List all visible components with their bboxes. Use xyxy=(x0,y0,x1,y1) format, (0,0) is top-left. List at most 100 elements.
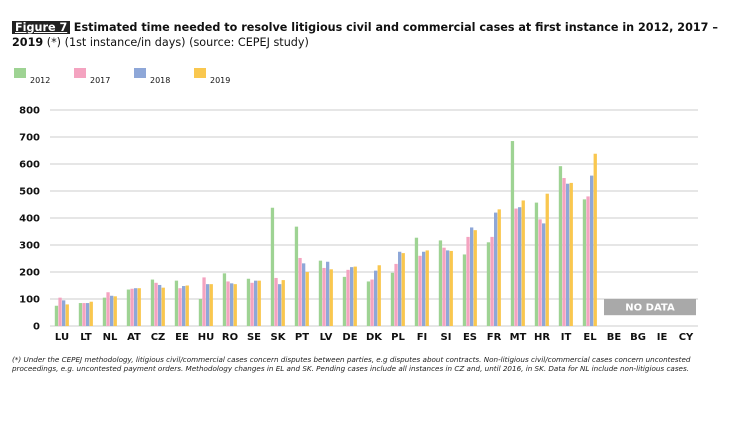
bar-IT-2018 xyxy=(566,183,570,326)
bar-LV-2012 xyxy=(318,260,323,326)
bar-LT-2018 xyxy=(86,303,90,326)
bar-CZ-2017 xyxy=(154,282,158,326)
x-tick-label-CY: CY xyxy=(679,332,694,343)
x-tick-label-IE: IE xyxy=(657,332,668,343)
bar-PT-2018 xyxy=(302,263,306,326)
bar-EL-2019 xyxy=(593,153,597,326)
bar-LV-2019 xyxy=(329,269,333,326)
legend-label-2019: 2019 xyxy=(210,76,231,85)
bar-HR-2019 xyxy=(545,193,549,326)
bar-LU-2012 xyxy=(54,305,59,326)
y-tick-label-100: 100 xyxy=(19,295,40,306)
x-tick-label-DE: DE xyxy=(342,332,357,343)
x-tick-label-CZ: CZ xyxy=(151,332,166,343)
bar-SE-2017 xyxy=(250,282,254,326)
bar-ES-2017 xyxy=(466,236,470,326)
x-tick-label-LU: LU xyxy=(55,332,69,343)
bar-ES-2018 xyxy=(470,227,474,326)
x-tick-label-AT: AT xyxy=(127,332,141,343)
bar-EL-2018 xyxy=(590,175,594,326)
x-tick-label-SK: SK xyxy=(271,332,287,343)
bar-AT-2012 xyxy=(126,289,131,326)
bar-FR-2018 xyxy=(494,212,498,326)
x-tick-label-EE: EE xyxy=(175,332,189,343)
bar-RO-2018 xyxy=(230,283,234,326)
bar-SI-2018 xyxy=(446,250,450,326)
bar-SI-2017 xyxy=(442,247,446,326)
bar-SK-2017 xyxy=(274,277,278,326)
x-tick-label-ES: ES xyxy=(463,332,477,343)
bar-EE-2017 xyxy=(178,288,182,326)
bar-HR-2017 xyxy=(538,219,542,326)
x-tick-label-FR: FR xyxy=(487,332,502,343)
title-year: 2019 xyxy=(12,36,44,49)
bar-EL-2012 xyxy=(582,199,587,326)
legend-label-2018: 2018 xyxy=(150,76,171,85)
bar-NL-2019 xyxy=(113,296,117,326)
bar-FR-2019 xyxy=(497,209,501,326)
x-tick-label-SE: SE xyxy=(247,332,261,343)
bar-LV-2017 xyxy=(322,267,326,326)
bar-HU-2019 xyxy=(209,284,213,326)
bar-EE-2018 xyxy=(182,286,186,326)
bar-SI-2012 xyxy=(438,240,443,326)
bar-MT-2012 xyxy=(510,141,515,326)
y-tick-label-500: 500 xyxy=(19,187,40,198)
bar-IT-2012 xyxy=(558,166,563,326)
x-tick-label-EL: EL xyxy=(583,332,597,343)
bar-DK-2018 xyxy=(374,270,378,326)
x-tick-label-PT: PT xyxy=(295,332,309,343)
x-tick-label-FI: FI xyxy=(417,332,428,343)
bar-MT-2019 xyxy=(521,200,525,326)
bar-SI-2019 xyxy=(449,250,453,326)
bar-FR-2017 xyxy=(490,236,494,326)
bar-FI-2012 xyxy=(414,237,419,326)
bar-IT-2017 xyxy=(562,178,566,326)
bar-HR-2012 xyxy=(534,202,539,326)
bar-LV-2018 xyxy=(326,261,330,326)
bar-LT-2017 xyxy=(82,303,86,326)
bar-HU-2017 xyxy=(202,277,206,326)
title-main: Estimated time needed to resolve litigio… xyxy=(73,21,718,34)
y-tick-label-300: 300 xyxy=(19,241,40,252)
no-data-label: NO DATA xyxy=(625,303,675,314)
y-tick-label-800: 800 xyxy=(19,106,40,117)
bar-DE-2019 xyxy=(353,266,357,326)
bar-MT-2017 xyxy=(514,208,518,326)
chart-title: Figure 7 Estimated time needed to resolv… xyxy=(12,20,727,50)
x-tick-label-HR: HR xyxy=(534,332,550,343)
bar-AT-2017 xyxy=(130,288,134,326)
x-tick-label-RO: RO xyxy=(222,332,238,343)
bar-PL-2017 xyxy=(394,263,398,326)
bar-CZ-2019 xyxy=(161,287,165,326)
bar-NL-2018 xyxy=(110,295,114,326)
bar-LT-2019 xyxy=(89,301,93,326)
bar-EL-2017 xyxy=(586,196,590,326)
bar-LT-2012 xyxy=(78,303,83,326)
legend-swatch-2017 xyxy=(74,68,86,78)
bar-EE-2012 xyxy=(174,280,179,326)
legend-swatch-2019 xyxy=(194,68,206,78)
bar-EE-2019 xyxy=(185,285,189,326)
y-tick-label-0: 0 xyxy=(33,322,40,333)
bar-LU-2017 xyxy=(58,297,62,326)
x-tick-label-BE: BE xyxy=(607,332,622,343)
y-tick-label-700: 700 xyxy=(19,133,40,144)
bar-DE-2018 xyxy=(350,267,354,326)
x-tick-label-HU: HU xyxy=(198,332,215,343)
bar-AT-2018 xyxy=(134,288,138,326)
bar-DE-2012 xyxy=(342,276,347,326)
bar-SK-2019 xyxy=(281,280,285,326)
bar-SK-2012 xyxy=(270,207,275,326)
y-tick-label-200: 200 xyxy=(19,268,40,279)
bar-LU-2018 xyxy=(62,300,66,326)
bar-CZ-2018 xyxy=(158,284,162,326)
x-tick-label-SI: SI xyxy=(441,332,452,343)
x-tick-label-MT: MT xyxy=(510,332,527,343)
bar-PT-2017 xyxy=(298,257,302,326)
bar-SK-2018 xyxy=(278,284,282,326)
bar-RO-2019 xyxy=(233,284,237,326)
y-tick-label-600: 600 xyxy=(19,160,40,171)
bar-AT-2019 xyxy=(137,288,141,326)
x-tick-label-DK: DK xyxy=(366,332,383,343)
